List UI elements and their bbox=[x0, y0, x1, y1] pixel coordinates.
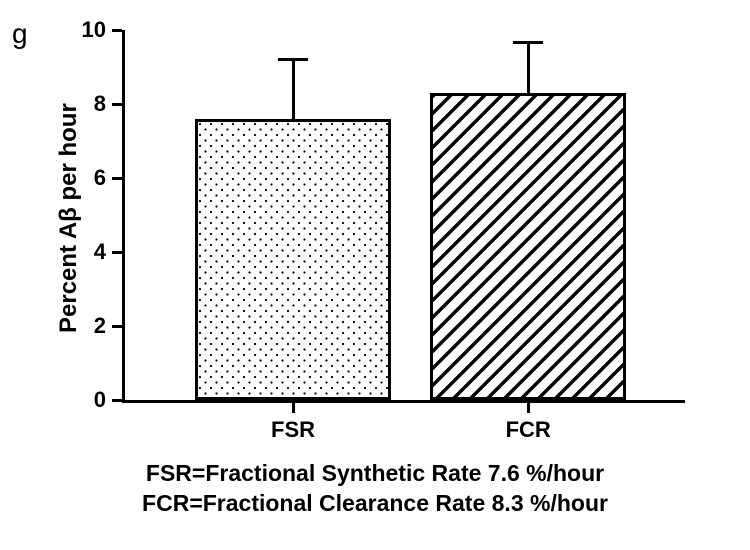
fsr-bar bbox=[195, 119, 391, 400]
fsr-bar-errorcap bbox=[278, 58, 308, 61]
y-tick-label: 0 bbox=[66, 387, 106, 413]
y-tick-label: 8 bbox=[66, 91, 106, 117]
y-axis-line bbox=[122, 30, 125, 403]
y-tick-label: 6 bbox=[66, 165, 106, 191]
y-tick-label: 4 bbox=[66, 239, 106, 265]
y-tick-label: 2 bbox=[66, 313, 106, 339]
x-tick-mark bbox=[292, 403, 295, 413]
y-tick-mark bbox=[112, 103, 122, 106]
fsr-bar-fill bbox=[198, 122, 388, 397]
y-tick-mark bbox=[112, 251, 122, 254]
y-tick-mark bbox=[112, 325, 122, 328]
y-axis-label: Percent Aβ per hour bbox=[55, 104, 83, 334]
panel-letter: g bbox=[12, 18, 28, 50]
fcr-bar-errorcap bbox=[513, 41, 543, 44]
y-tick-label: 10 bbox=[66, 17, 106, 43]
fcr-bar-errorbar bbox=[527, 43, 530, 93]
x-tick-label-fcr: FCR bbox=[468, 417, 588, 443]
y-tick-mark bbox=[112, 177, 122, 180]
caption-line-1: FSR=Fractional Synthetic Rate 7.6 %/hour bbox=[0, 460, 750, 487]
y-tick-mark bbox=[112, 399, 122, 402]
x-tick-label-fsr: FSR bbox=[233, 417, 353, 443]
figure-root: g Percent Aβ per hour 0246810FSRFCR FSR=… bbox=[0, 0, 750, 550]
x-tick-mark bbox=[527, 403, 530, 413]
x-axis-line bbox=[122, 400, 685, 403]
fsr-bar-errorbar bbox=[292, 60, 295, 119]
fcr-bar-fill bbox=[433, 96, 623, 397]
fcr-bar bbox=[430, 93, 626, 400]
plot-area: Percent Aβ per hour 0246810FSRFCR bbox=[125, 30, 685, 400]
caption-line-2: FCR=Fractional Clearance Rate 8.3 %/hour bbox=[0, 490, 750, 517]
y-tick-mark bbox=[112, 29, 122, 32]
